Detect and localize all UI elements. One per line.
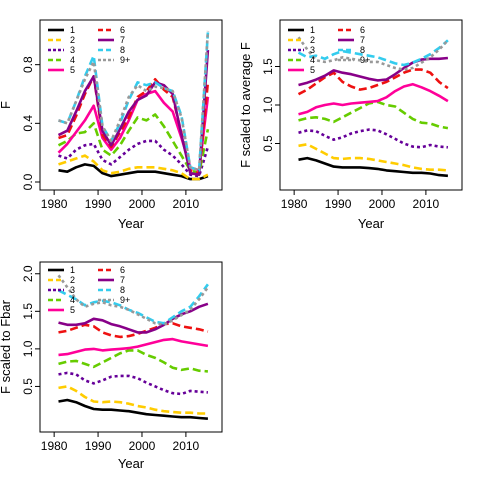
series-line-7	[57, 49, 210, 176]
legend-label: 2	[310, 35, 315, 45]
legend-label: 8	[120, 285, 125, 295]
series-line-2	[298, 143, 449, 172]
x-tick-label: 2000	[129, 197, 156, 211]
legend-label: 6	[120, 25, 125, 35]
series-line-2	[58, 385, 208, 415]
series-line-3	[298, 128, 449, 149]
x-tick-label: 1990	[85, 439, 112, 453]
legend-label: 4	[70, 55, 75, 65]
y-tick-label: 1.5	[21, 303, 35, 320]
series-line-2	[58, 154, 209, 181]
y-tick-label: 0.4	[21, 115, 35, 132]
panel-f-scaled-to-average: 1980 1990 2000 2010 0.5 1.0 1.5 Year F scaled to…	[238, 19, 463, 231]
y-tick-label: 0.5	[21, 378, 35, 395]
plot-frame	[279, 19, 463, 191]
y-tick-label: 1.0	[261, 96, 275, 113]
legend-label: 5	[70, 65, 75, 75]
legend-label: 6	[120, 265, 125, 275]
series-line-4	[298, 100, 449, 130]
series-line-5	[58, 337, 209, 357]
series-line-3	[58, 371, 209, 396]
y-tick-label: 2.0	[21, 265, 35, 282]
series-line-6	[58, 321, 209, 339]
legend-label: 4	[70, 295, 75, 305]
series-line-9plus	[58, 30, 210, 172]
x-tick-label: 2010	[413, 197, 440, 211]
plot-frame	[39, 19, 223, 191]
series-line-4	[57, 113, 210, 175]
legend-label: 1	[70, 265, 75, 275]
x-tick-label: 2010	[173, 439, 200, 453]
series-line-3	[58, 139, 210, 178]
y-tick-label: 0.8	[21, 56, 35, 73]
legend-label: 7	[120, 275, 125, 285]
series-line-1	[298, 156, 449, 178]
legend-label: 1	[70, 25, 75, 35]
series-line-9plus	[57, 274, 209, 327]
legend-label: 3	[70, 285, 75, 295]
x-tick-label: 2000	[129, 439, 156, 453]
x-tick-label: 1980	[281, 197, 308, 211]
y-tick-label: 0.5	[261, 135, 275, 152]
legend-label: 1	[310, 25, 315, 35]
x-tick-label: 2010	[173, 197, 200, 211]
x-tick-label: 1990	[85, 197, 112, 211]
x-axis-label: Year	[118, 216, 145, 231]
legend-label: 2	[70, 35, 75, 45]
legend-label: 5	[70, 305, 75, 315]
y-axis-label: F scaled to Fbar	[0, 299, 13, 394]
series-line-1	[58, 398, 209, 420]
series-line-4	[58, 349, 209, 373]
x-axis-label: Year	[118, 456, 145, 471]
y-axis-label: F scaled to average F	[238, 42, 253, 168]
x-axis-label: Year	[358, 216, 385, 231]
series-line-8	[297, 39, 449, 67]
panel-f-scaled-to-fbar: 1980 1990 2000 2010 0.5 1.0 1.5 2.0 Year F scaled…	[0, 261, 223, 471]
legend-label: 7	[360, 35, 365, 45]
plot-frame	[39, 261, 223, 433]
series-line-1	[58, 163, 209, 181]
y-tick-label: 1.0	[21, 340, 35, 357]
x-tick-label: 2000	[369, 197, 396, 211]
legend-label: 8	[360, 45, 365, 55]
legend-label: 4	[310, 55, 315, 65]
y-tick-label: 1.5	[261, 58, 275, 75]
series-line-5	[298, 82, 449, 116]
legend-label: 8	[120, 45, 125, 55]
x-tick-label: 1980	[41, 197, 68, 211]
y-tick-label: 0.0	[21, 173, 35, 190]
series-line-9plus	[297, 36, 449, 71]
legend-label: 6	[360, 25, 365, 35]
x-tick-label: 1990	[325, 197, 352, 211]
legend-label: 3	[310, 45, 315, 55]
legend-label: 2	[70, 275, 75, 285]
legend-label: 3	[70, 45, 75, 55]
series-line-7	[58, 302, 209, 334]
series-line-6	[297, 68, 449, 96]
legend-label: 9+	[120, 55, 130, 65]
x-tick-label: 1980	[41, 439, 68, 453]
y-axis-label: F	[0, 101, 13, 109]
legend-label: 7	[120, 35, 125, 45]
series-line-7	[298, 56, 449, 87]
legend-label: 9+	[120, 295, 130, 305]
legend-label: 9+	[360, 55, 370, 65]
legend-label: 5	[310, 65, 315, 75]
